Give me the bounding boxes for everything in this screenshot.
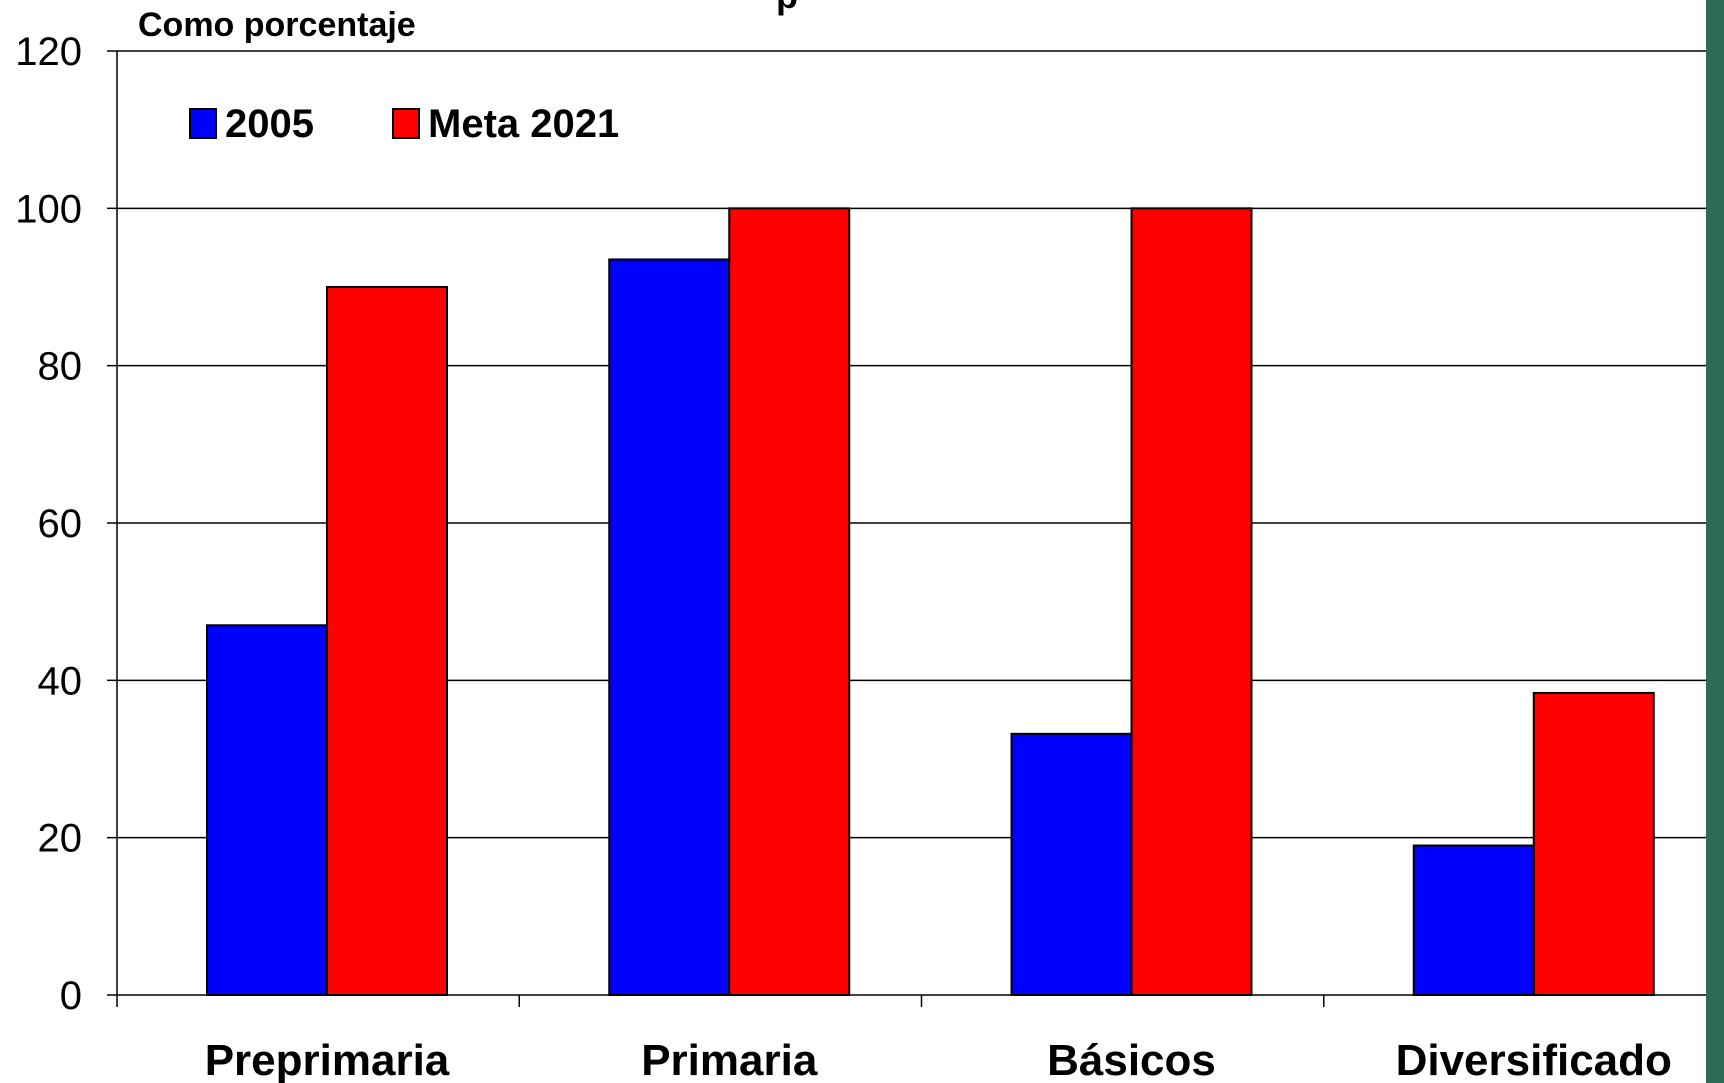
bar-meta-2021-diversificado	[1532, 691, 1655, 996]
bar-meta-2021-primaria	[728, 207, 851, 997]
x-tick-label: Básicos	[1047, 1036, 1216, 1083]
right-decorative-strip	[1706, 0, 1724, 1083]
y-axis-label: Como porcentaje	[138, 6, 416, 44]
bar-meta-2021-preprimaria	[326, 286, 448, 996]
y-tick-label: 120	[15, 30, 82, 74]
x-tick-label: Preprimaria	[205, 1036, 450, 1083]
bar-2005-diversificado	[1412, 844, 1535, 996]
y-tick-labels: 0 20 40 60 80 100 120	[15, 30, 82, 1018]
bar-2005-primaria	[608, 258, 731, 996]
chart-title: p	[776, 0, 798, 16]
legend-label: 2005	[225, 102, 314, 146]
y-tick-label: 0	[60, 974, 82, 1018]
legend-swatch-2005	[189, 108, 217, 139]
bars-group	[206, 207, 1655, 997]
axes-group	[107, 50, 1706, 1007]
x-tick-labels: Preprimaria Primaria Básicos Diversificado	[205, 1036, 1672, 1083]
y-tick-label: 100	[15, 187, 82, 231]
legend-swatch-meta-2021	[392, 108, 420, 139]
x-tick-label: Primaria	[641, 1036, 818, 1083]
y-tick-label: 80	[38, 345, 83, 389]
y-tick-label: 40	[38, 659, 83, 703]
legend: 2005 Meta 2021	[189, 102, 619, 146]
x-tick-label: Diversificado	[1396, 1036, 1672, 1083]
legend-label: Meta 2021	[428, 102, 619, 146]
y-tick-label: 60	[38, 502, 83, 546]
y-tick-label: 20	[38, 817, 83, 861]
bar-2005-básicos	[1010, 732, 1133, 996]
bar-meta-2021-básicos	[1130, 207, 1253, 997]
bar-2005-preprimaria	[206, 624, 328, 996]
